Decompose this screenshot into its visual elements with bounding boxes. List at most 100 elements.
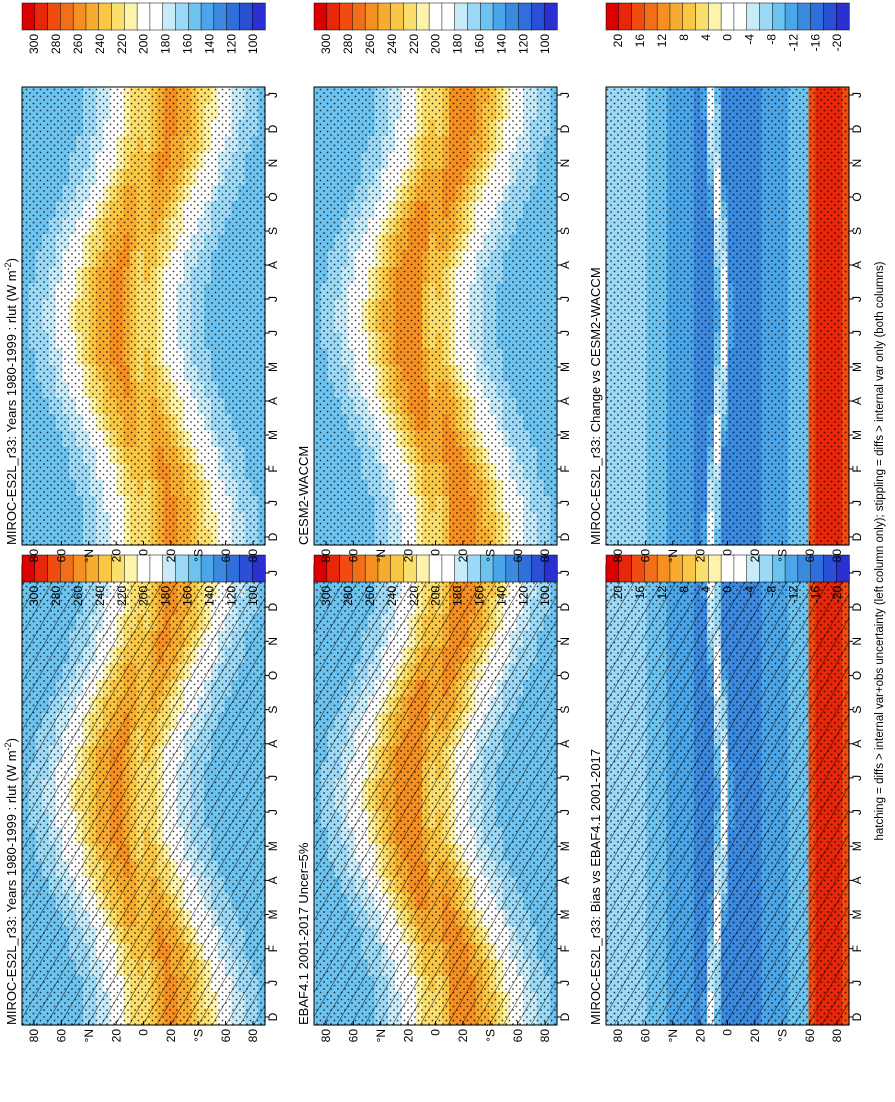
colorbar-swatch (454, 2, 469, 31)
colorbar-swatch (441, 2, 456, 31)
y-tick-label: 20 (109, 1029, 123, 1043)
colorbar-tick-label: 140 (202, 586, 216, 606)
colorbar-swatch (149, 2, 164, 31)
panel-title: MIROC-ES2L_r33: Years 1980-1999 : rlut (… (3, 738, 19, 1025)
colorbar-tick-label: 160 (473, 586, 487, 606)
colorbar-swatch (251, 554, 266, 583)
x-tick-label: M (558, 430, 572, 440)
x-tick-label: N (558, 159, 572, 168)
x-tick-label: J (266, 809, 280, 815)
colorbar-swatch (111, 2, 125, 31)
colorbar-tick-label: 180 (159, 586, 173, 606)
x-tick-label: N (558, 637, 572, 646)
colorbar-swatch (149, 554, 164, 583)
x-tick-label: S (266, 227, 280, 235)
x-tick-label: N (266, 637, 280, 646)
colorbar-tick-label: 300 (27, 34, 41, 54)
colorbar-swatch (313, 2, 328, 31)
colorbar-swatch (124, 2, 138, 31)
colorbar-tick-label: 260 (363, 34, 377, 54)
x-tick-label: F (266, 945, 280, 952)
colorbar-tick-label: 160 (181, 34, 195, 54)
hatch-overlay (314, 565, 557, 1025)
colorbar-swatch (226, 2, 241, 31)
colorbar-swatch (543, 2, 558, 31)
y-tick-label: 0 (429, 1029, 443, 1036)
colorbar-swatch (390, 2, 405, 31)
colorbar-tick-label: 100 (246, 586, 260, 606)
y-tick-label: 80 (246, 1029, 260, 1043)
colorbar-tick-label: 180 (159, 34, 173, 54)
x-tick-label: A (558, 397, 572, 405)
y-tick-label: 60 (219, 1029, 233, 1043)
colorbar-tick-label: 180 (451, 586, 465, 606)
colorbar-tick-label: 280 (49, 34, 63, 54)
title-suffix: ) (4, 258, 19, 262)
x-tick-label: F (266, 465, 280, 472)
x-tick-label: O (558, 671, 572, 680)
colorbar-tick-label: 260 (363, 586, 377, 606)
x-tick-label: O (266, 671, 280, 680)
y-tick-label: 80 (538, 1029, 552, 1043)
colorbar-swatch (213, 2, 228, 31)
y-tick-label: °S (191, 549, 205, 562)
x-tick-label: D (266, 1012, 280, 1021)
y-tick-label: 20 (456, 549, 470, 563)
colorbar-tick-label: 120 (224, 34, 238, 54)
y-tick-label: 80 (319, 549, 333, 563)
colorbar-tick-label: 300 (319, 34, 333, 54)
colorbar-swatch (441, 554, 456, 583)
x-tick-label: D (558, 124, 572, 133)
colorbar-swatch (543, 554, 558, 583)
colorbar-swatch (352, 2, 366, 31)
colorbar-swatch (239, 2, 253, 31)
x-tick-label: J (558, 330, 572, 336)
colorbar-tick-label: 180 (451, 34, 465, 54)
y-tick-label: 20 (401, 549, 415, 563)
colorbar-tick-label: 300 (319, 586, 333, 606)
colorbar-tick-label: 280 (341, 34, 355, 54)
x-tick-label: J (558, 775, 572, 781)
y-tick-label: 80 (246, 549, 260, 563)
x-tick-label: F (558, 465, 572, 472)
colorbar-tick-label: 100 (538, 34, 552, 54)
colorbar-swatch (47, 2, 62, 31)
colorbar-swatch (136, 2, 151, 31)
y-tick-label: 60 (347, 549, 361, 563)
x-tick-label: A (266, 740, 280, 748)
colorbar-swatch (60, 2, 74, 31)
x-tick-label: J (558, 570, 572, 576)
colorbar-swatch (518, 2, 533, 31)
stipple-overlay (314, 87, 557, 545)
colorbar-tick-label: 280 (341, 586, 355, 606)
x-tick-label: D (266, 124, 280, 133)
x-tick-label: J (558, 500, 572, 506)
colorbar-tick-label: 100 (538, 586, 552, 606)
y-tick-label: 80 (538, 549, 552, 563)
colorbar-tick-label: 140 (494, 586, 508, 606)
y-tick-label: °S (483, 549, 497, 562)
colorbar-tick-label: 220 (407, 586, 421, 606)
x-tick-label: J (558, 980, 572, 986)
y-tick-label: 20 (164, 549, 178, 563)
y-tick-label: 20 (456, 1029, 470, 1043)
colorbar-tick-label: 280 (49, 586, 63, 606)
x-tick-label: J (558, 296, 572, 302)
y-tick-label: 20 (109, 549, 123, 563)
y-tick-label: °N (374, 1029, 388, 1042)
y-tick-label: 20 (164, 1029, 178, 1043)
colorbar-tick-label: 200 (429, 34, 443, 54)
colorbar-swatch (175, 2, 189, 31)
colorbar-swatch (85, 2, 100, 31)
colorbar-tick-label: 200 (429, 586, 443, 606)
colorbar-swatch (21, 2, 36, 31)
x-tick-label: A (266, 397, 280, 405)
colorbar-swatch (428, 2, 443, 31)
colorbar-swatch (326, 2, 341, 31)
y-tick-label: °S (483, 1029, 497, 1042)
colorbar-swatch (162, 2, 177, 31)
x-tick-label: J (266, 570, 280, 576)
